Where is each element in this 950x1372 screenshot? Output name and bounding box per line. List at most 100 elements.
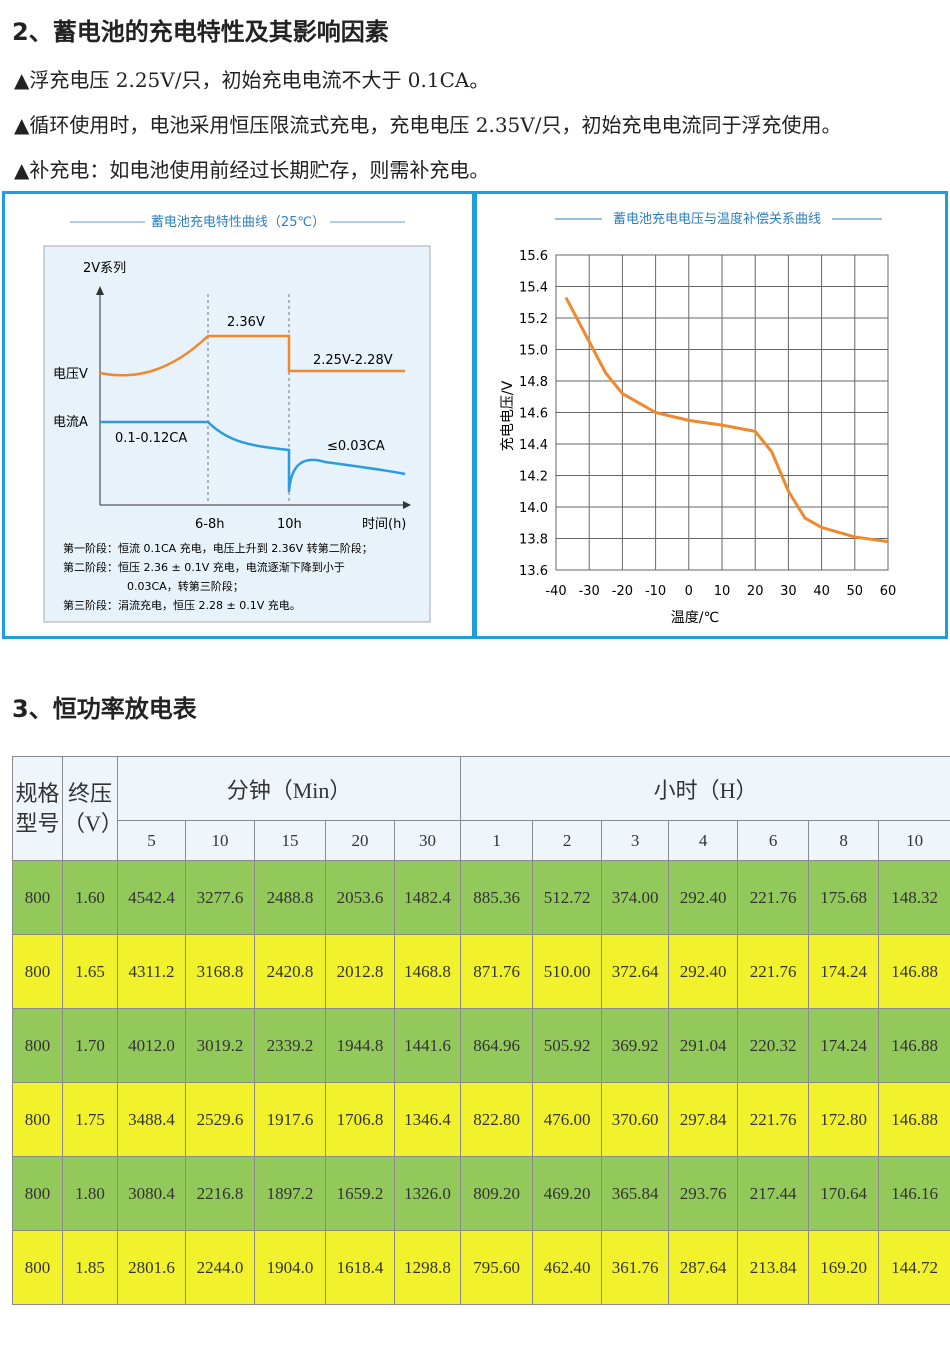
table-cell: 172.80 (808, 1082, 880, 1157)
table-cell: 292.40 (668, 860, 739, 935)
table-cell: 221.76 (737, 860, 810, 935)
arrow (96, 286, 104, 295)
y-tick-label: 15.0 (519, 344, 548, 359)
table-cell: 361.76 (601, 1230, 670, 1305)
table-cell: 800 (12, 1230, 63, 1305)
table-row: 800 1.85 2801.6 2244.0 1904.0 1618.4 1298.8 795… (12, 1230, 950, 1305)
current-curve (100, 420, 406, 493)
arrow (403, 501, 411, 509)
subheader-cell: 8 (808, 820, 880, 861)
header-cell: 分钟（Min） (116, 756, 462, 821)
table-cell: 1.85 (62, 1230, 118, 1305)
table-cell: 2053.6 (325, 860, 395, 935)
subheader-cell: 3 (601, 820, 670, 861)
table-cell: 287.64 (668, 1230, 739, 1305)
table-cell: 4311.2 (117, 934, 186, 1009)
header-cell: 小时（H） (460, 756, 950, 821)
bullet: ▲循环使用时，电池采用恒压限流式充电，充电电压 2.35V/只，初始充电电流同于… (14, 113, 842, 137)
x-label: 6-8h (195, 517, 224, 532)
table-cell: 297.84 (668, 1082, 739, 1157)
table-cell: 1298.8 (393, 1230, 462, 1305)
table-cell: 3019.2 (185, 1008, 255, 1083)
table-cell: 822.80 (460, 1082, 534, 1157)
table-cell: 2244.0 (185, 1230, 255, 1305)
table-cell: 871.76 (460, 934, 534, 1009)
table-cell: 795.60 (460, 1230, 534, 1305)
x-tick-label: 60 (880, 584, 897, 599)
table-cell: 4012.0 (117, 1008, 186, 1083)
bullet: ▲补充电：如电池使用前经过长期贮存，则需补充电。 (14, 158, 490, 182)
subheader-cell: 10 (185, 820, 255, 861)
table-cell: 217.44 (737, 1156, 810, 1231)
table-cell: 292.40 (668, 934, 739, 1009)
chart-title: 蓄电池充电电压与温度补偿关系曲线 (613, 211, 821, 227)
x-label: 时间(h) (362, 517, 406, 532)
table-cell: 3168.8 (185, 934, 255, 1009)
table-cell: 800 (12, 860, 63, 935)
table-cell: 293.76 (668, 1156, 739, 1231)
table-cell: 174.24 (808, 1008, 880, 1083)
table-cell: 885.36 (460, 860, 534, 935)
note: 0.03CA，转第三阶段； (127, 579, 244, 593)
y-tick-label: 14.8 (519, 375, 548, 390)
table-row: 800 1.75 3488.4 2529.6 1917.6 1706.8 1346.4 822… (12, 1082, 950, 1157)
y-tick-label: 14.6 (519, 407, 548, 422)
y-tick-label: 14.4 (519, 438, 548, 453)
table-cell: 809.20 (460, 1156, 534, 1231)
y-tick-label: 15.6 (519, 249, 548, 264)
table-cell: 365.84 (601, 1156, 670, 1231)
discharge-table: 规格型号 终压（V） 分钟（Min） 小时（H） 5 10 15 20 30 1 2 3 4 6 8… (12, 756, 950, 1305)
chart: 蓄电池充电电压与温度补偿关系曲线 充电电压/V 温度/℃ 13.6 13.8 14.… (500, 211, 897, 626)
table-cell: 1468.8 (393, 934, 462, 1009)
table-cell: 864.96 (460, 1008, 534, 1083)
table-cell: 1.65 (62, 934, 118, 1009)
table-cell: 1482.4 (393, 860, 462, 935)
table-cell: 2420.8 (254, 934, 326, 1009)
table-row: 800 1.65 4311.2 3168.8 2420.8 2012.8 1468.8 871… (12, 934, 950, 1009)
x-label: 10h (277, 517, 302, 532)
table-cell: 170.64 (808, 1156, 880, 1231)
chart-panel: 蓄电池充电电压与温度补偿关系曲线 充电电压/V 温度/℃ 13.6 13.8 14.… (474, 191, 948, 639)
subheader-cell: 6 (737, 820, 810, 861)
table-cell: 1706.8 (325, 1082, 395, 1157)
table-cell: 2801.6 (117, 1230, 186, 1305)
table-cell: 146.88 (878, 934, 950, 1009)
table-cell: 2012.8 (325, 934, 395, 1009)
table-cell: 175.68 (808, 860, 880, 935)
table-cell: 2488.8 (254, 860, 326, 935)
table-cell: 800 (12, 934, 63, 1009)
table-cell: 3488.4 (117, 1082, 186, 1157)
table-cell: 1659.2 (325, 1156, 395, 1231)
table-cell: 505.92 (532, 1008, 603, 1083)
label: 2.36V (227, 315, 265, 330)
label: 0.1-0.12CA (115, 431, 187, 446)
table-cell: 1.70 (62, 1008, 118, 1083)
subheader-cell: 1 (460, 820, 534, 861)
table-cell: 146.88 (878, 1008, 950, 1083)
x-axis-label: 温度/℃ (671, 610, 719, 626)
table-cell: 1.60 (62, 860, 118, 935)
table-cell: 1.80 (62, 1156, 118, 1231)
table-cell: 221.76 (737, 1082, 810, 1157)
diagram-title: 蓄电池充电特性曲线（25℃） (151, 214, 325, 230)
header-cell: 规格型号 (12, 756, 63, 861)
x-tick-label: -30 (579, 584, 600, 599)
table-cell: 1944.8 (325, 1008, 395, 1083)
x-tick-label: -20 (612, 584, 633, 599)
subheader-cell: 2 (532, 820, 603, 861)
table-cell: 3080.4 (117, 1156, 186, 1231)
table-cell: 1897.2 (254, 1156, 326, 1231)
label: ≤0.03CA (327, 439, 385, 454)
table-row: 800 1.80 3080.4 2216.8 1897.2 1659.2 1326.0 809… (12, 1156, 950, 1231)
series-label: 2V系列 (83, 261, 126, 276)
diagram-panel: 蓄电池充电特性曲线（25℃） 2V系列 电压V 电流A 2.36V 2.25V-… (2, 191, 475, 639)
table-cell: 462.40 (532, 1230, 603, 1305)
table-cell: 213.84 (737, 1230, 810, 1305)
table-cell: 2529.6 (185, 1082, 255, 1157)
subheader-cell: 15 (254, 820, 326, 861)
label: 2.25V-2.28V (313, 353, 393, 368)
note: 第三阶段：涓流充电，恒压 2.28 ± 0.1V 充电。 (63, 598, 301, 612)
x-tick-label: 0 (685, 584, 693, 599)
x-tick-label: 30 (780, 584, 797, 599)
table-row: 800 1.60 4542.4 3277.6 2488.8 2053.6 1482.4 885… (12, 860, 950, 935)
